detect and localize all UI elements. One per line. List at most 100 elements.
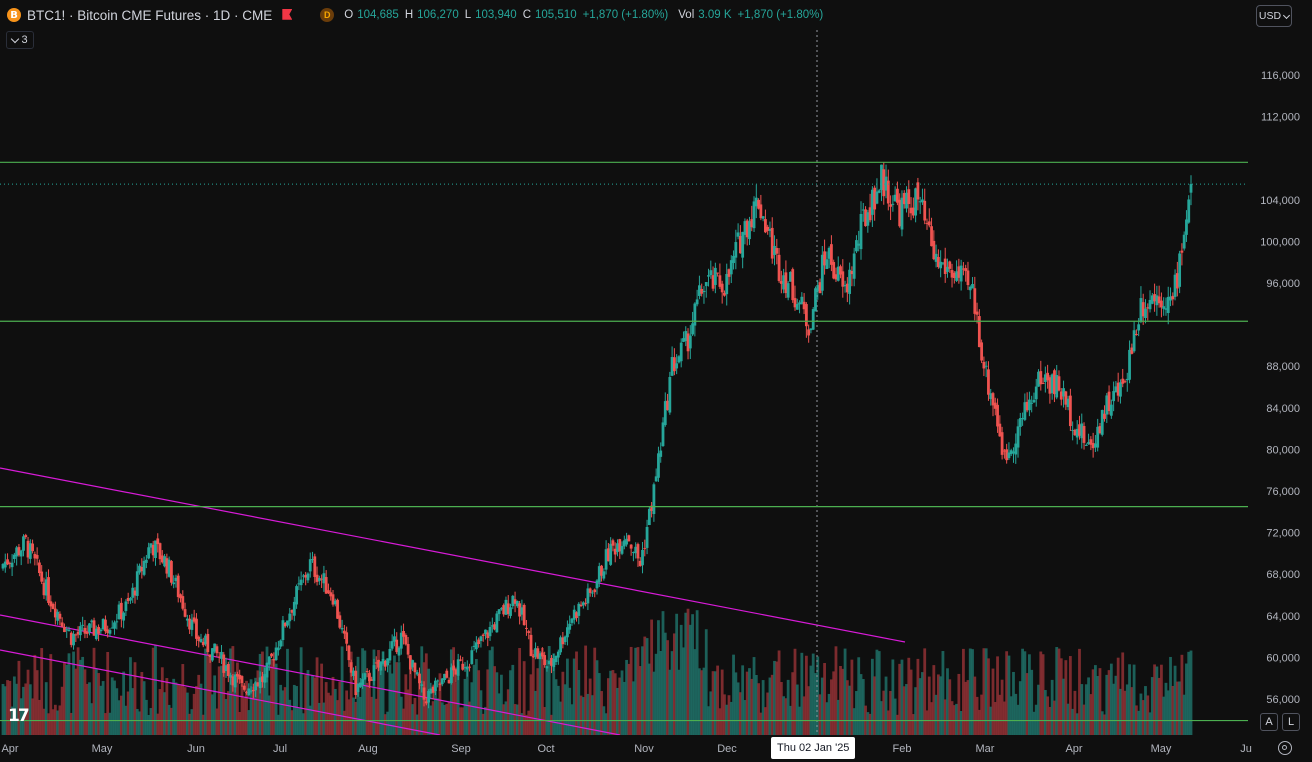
symbol-title[interactable]: BTC1! · Bitcoin CME Futures · 1D · CME: [27, 7, 273, 23]
volume-bar: [857, 657, 861, 735]
candle-body: [504, 599, 508, 615]
candle-body: [1162, 306, 1166, 309]
candle-body: [864, 209, 867, 227]
candle-body: [672, 357, 676, 372]
volume-bar: [222, 661, 226, 735]
candle-body: [286, 620, 289, 626]
candle-body: [943, 258, 947, 275]
volume-bar: [74, 668, 78, 735]
candle-body: [996, 404, 999, 427]
volume-bar: [604, 713, 608, 735]
candle-body: [698, 285, 701, 296]
volume-bar: [793, 648, 797, 735]
volume-bar: [973, 676, 977, 735]
candle-body: [158, 543, 162, 560]
candle-body: [295, 586, 298, 605]
volume-bar: [440, 702, 444, 735]
candle-body: [1055, 375, 1059, 398]
candle-body: [707, 275, 710, 277]
volume-bar: [832, 671, 836, 735]
volume-bar: [233, 675, 237, 735]
candle-body: [577, 603, 581, 616]
candle-body: [868, 207, 872, 221]
candle-body: [595, 580, 599, 589]
volume-bar: [711, 671, 715, 735]
candle-body: [1005, 449, 1009, 461]
volume-bar: [581, 697, 585, 735]
time-axis-panel: [0, 735, 1312, 762]
candle-body: [1180, 250, 1184, 253]
trendlines-layer: [0, 30, 906, 736]
volume-bar: [795, 684, 799, 735]
settings-gear-icon[interactable]: [1278, 741, 1292, 755]
volume-bar: [165, 678, 169, 735]
volume-bar: [1080, 684, 1084, 735]
volume-bar: [611, 670, 615, 735]
volume-bar: [809, 665, 813, 735]
candle-body: [336, 599, 339, 619]
volume-bar: [554, 679, 558, 735]
log-scale-button[interactable]: L: [1282, 713, 1300, 731]
candle-body: [561, 637, 565, 645]
volume-bar: [577, 669, 581, 735]
volume-bar: [17, 660, 21, 735]
volume-bar: [199, 683, 203, 735]
tradingview-logo[interactable]: 17: [8, 706, 30, 726]
bitcoin-icon: B: [7, 8, 21, 22]
candle-body: [422, 687, 426, 700]
volume-bar: [538, 656, 542, 735]
volume-bar: [238, 711, 242, 735]
volume-bar: [641, 646, 644, 735]
volume-bar: [1105, 674, 1109, 735]
candle-body: [886, 180, 890, 204]
candle-body: [461, 663, 465, 670]
candle-body: [1066, 398, 1070, 408]
volume-bar: [659, 650, 663, 735]
candle-body: [1130, 347, 1134, 354]
volume-bar: [397, 662, 401, 735]
volume-bar: [784, 698, 788, 735]
volume-bar: [855, 691, 858, 735]
time-axis-label: Oct: [537, 743, 554, 755]
candle-body: [984, 365, 988, 367]
currency-selector[interactable]: USD: [1256, 5, 1292, 27]
candle-body: [377, 659, 380, 668]
time-axis-label: Apr: [1065, 743, 1082, 755]
volume-bar: [78, 659, 82, 735]
candle-body: [927, 221, 931, 226]
candle-body: [281, 620, 285, 641]
volume-bar: [584, 645, 588, 735]
candle-body: [536, 648, 540, 659]
candle-body: [900, 197, 904, 230]
candle-body: [898, 199, 902, 227]
candle-body: [525, 627, 528, 629]
volume-bar: [1185, 663, 1188, 735]
delayed-data-badge[interactable]: D: [320, 8, 335, 22]
volume-bar: [757, 683, 760, 735]
volume-bar: [381, 651, 385, 735]
candle-body: [875, 191, 879, 204]
candle-body: [1023, 402, 1027, 420]
candle-body: [816, 285, 820, 292]
candle-body: [1112, 391, 1116, 402]
candle-body: [47, 577, 50, 603]
volume-bar: [1166, 690, 1170, 735]
indicators-toggle-button[interactable]: 3: [6, 31, 34, 49]
candle-body: [1169, 296, 1172, 301]
volume-bar: [138, 711, 141, 735]
volume-bar: [691, 614, 694, 735]
flag-icon[interactable]: [282, 9, 293, 21]
volume-bar: [374, 698, 378, 735]
volume-bar: [559, 701, 562, 735]
volume-bar: [406, 689, 410, 735]
candle-body: [1091, 442, 1095, 449]
volume-bar: [176, 684, 180, 735]
candle-body: [845, 283, 849, 293]
auto-scale-button[interactable]: A: [1260, 713, 1278, 731]
volume-bar: [816, 656, 820, 735]
candle-body: [634, 546, 638, 554]
candle-body: [1064, 391, 1068, 405]
time-axis-label: Feb: [893, 743, 912, 755]
